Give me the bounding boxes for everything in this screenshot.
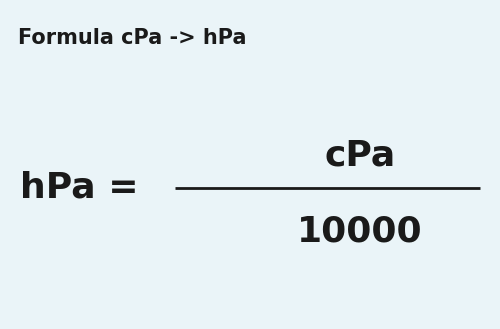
Text: Formula cPa -> hPa: Formula cPa -> hPa bbox=[18, 28, 246, 48]
Text: 10000: 10000 bbox=[297, 215, 423, 249]
Text: hPa =: hPa = bbox=[20, 171, 138, 205]
Text: cPa: cPa bbox=[324, 138, 396, 172]
